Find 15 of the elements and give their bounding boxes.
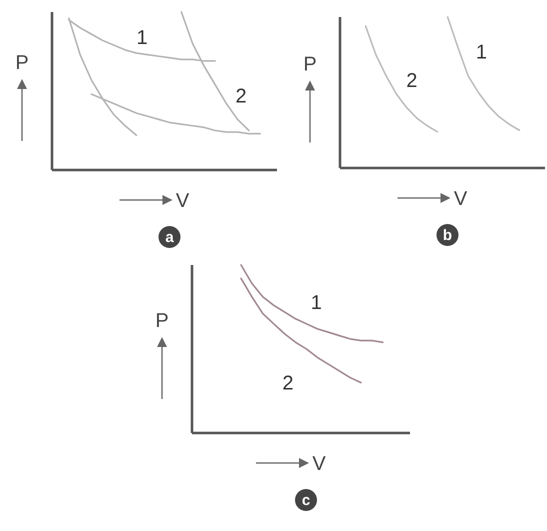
series-label: 2 — [406, 70, 418, 92]
series-label: 2 — [235, 86, 247, 108]
y-axis-title: P — [155, 310, 169, 332]
series-label: 1 — [476, 42, 488, 64]
x-axis-title: V — [454, 188, 468, 210]
y-axis-title: P — [15, 52, 29, 74]
text: c — [302, 492, 310, 509]
x-axis-title: V — [176, 190, 190, 212]
x-axis-title: V — [312, 453, 326, 475]
y-axis-title: P — [303, 54, 317, 76]
series-label: 1 — [136, 27, 148, 50]
text: b — [442, 227, 452, 244]
text: a — [165, 229, 174, 246]
series-label: 1 — [310, 292, 322, 314]
series-label: 2 — [282, 372, 294, 395]
